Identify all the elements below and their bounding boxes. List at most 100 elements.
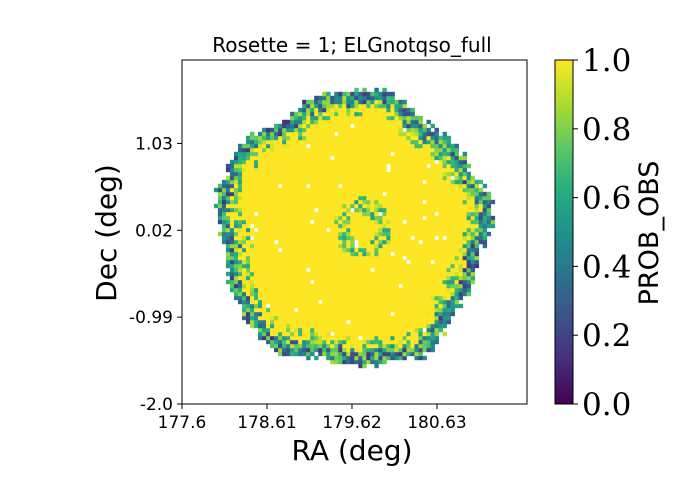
heatmap-cell: [446, 139, 451, 145]
heatmap-cell: [330, 271, 335, 277]
heatmap-cell: [350, 95, 355, 101]
heatmap-cell: [422, 159, 427, 165]
heatmap-cell: [322, 151, 327, 157]
heatmap-cell: [474, 223, 480, 229]
heatmap-cell: [394, 203, 399, 209]
heatmap-cell: [346, 331, 351, 337]
heatmap-cell: [422, 155, 427, 161]
heatmap-cell: [446, 231, 451, 237]
heatmap-cell: [410, 271, 415, 277]
heatmap-cell: [354, 159, 359, 165]
heatmap-cell: [330, 283, 335, 289]
heatmap-cell: [358, 339, 363, 345]
heatmap-cell: [454, 215, 459, 221]
heatmap-cell: [322, 291, 327, 297]
heatmap-cell: [338, 95, 343, 101]
heatmap-cell: [314, 235, 319, 241]
heatmap-cell: [298, 231, 303, 237]
heatmap-cell: [466, 247, 472, 253]
heatmap-cell: [270, 251, 275, 257]
heatmap-cell: [398, 275, 403, 281]
heatmap-cell: [446, 255, 451, 261]
heatmap-cell: [342, 187, 347, 193]
heatmap-cell: [370, 271, 375, 277]
heatmap-cell: [466, 171, 472, 177]
heatmap-cell: [410, 331, 415, 337]
heatmap-cell: [346, 203, 351, 209]
heatmap-cell: [318, 115, 323, 121]
heatmap-cell: [366, 307, 371, 313]
heatmap-cell: [346, 219, 351, 225]
heatmap-cell: [241, 243, 247, 249]
heatmap-cell: [262, 127, 267, 133]
heatmap-cell: [310, 191, 315, 197]
heatmap-cell: [366, 327, 371, 333]
heatmap-cell: [282, 127, 287, 133]
heatmap-cell: [398, 135, 403, 141]
heatmap-cell: [258, 211, 263, 217]
heatmap-cell: [358, 227, 363, 233]
heatmap-cell: [354, 295, 359, 301]
heatmap-cell: [374, 163, 379, 169]
heatmap-cell: [406, 195, 411, 201]
heatmap-cell: [382, 127, 387, 133]
heatmap-cell: [474, 239, 480, 245]
heatmap-cell: [398, 295, 403, 301]
heatmap-cell: [258, 183, 263, 189]
heatmap-cell: [358, 203, 363, 209]
heatmap-cell: [322, 339, 327, 345]
heatmap-cell: [274, 135, 279, 141]
heatmap-cell: [434, 183, 439, 189]
heatmap-cell: [258, 247, 263, 253]
heatmap-cell: [362, 307, 367, 313]
heatmap-cell: [442, 319, 447, 325]
heatmap-cell: [310, 111, 315, 117]
heatmap-cell: [221, 191, 227, 197]
heatmap-cell: [462, 279, 468, 285]
heatmap-cell: [390, 339, 395, 345]
heatmap-cell: [414, 315, 419, 321]
heatmap-cell: [250, 207, 255, 213]
heatmap-cell: [358, 311, 363, 317]
heatmap-cell: [394, 287, 399, 293]
heatmap-cell: [454, 263, 459, 269]
heatmap-cell: [322, 275, 327, 281]
heatmap-cell: [370, 187, 375, 193]
heatmap-cell: [225, 247, 231, 253]
heatmap-cell: [366, 215, 371, 221]
heatmap-cell: [270, 231, 275, 237]
heatmap-cell: [394, 239, 399, 245]
heatmap-cell: [366, 355, 371, 361]
heatmap-cell: [282, 215, 287, 221]
heatmap-cell: [446, 303, 451, 309]
heatmap-cell: [406, 315, 411, 321]
heatmap-cell: [314, 303, 319, 309]
heatmap-cell: [286, 347, 291, 353]
heatmap-cell: [338, 215, 343, 221]
heatmap-cell: [382, 295, 387, 301]
heatmap-cell: [330, 147, 335, 153]
heatmap-cell: [326, 187, 331, 193]
heatmap-cell: [274, 175, 279, 181]
heatmap-cell: [306, 283, 311, 289]
heatmap-cell: [322, 131, 327, 137]
heatmap-cell: [386, 355, 391, 361]
heatmap-cell: [394, 167, 399, 173]
heatmap-cell: [378, 343, 383, 349]
heatmap-cell: [282, 267, 287, 273]
heatmap-cell: [326, 235, 331, 241]
heatmap-cell: [374, 351, 379, 357]
heatmap-cell: [414, 199, 419, 205]
heatmap-cell: [394, 215, 399, 221]
heatmap-cell: [338, 271, 343, 277]
heatmap-cell: [278, 159, 283, 165]
heatmap-cell: [422, 271, 427, 277]
heatmap-cell: [350, 127, 355, 133]
heatmap-cell: [326, 243, 331, 249]
heatmap-cell: [378, 239, 383, 245]
heatmap-cell: [282, 303, 287, 309]
heatmap-cell: [418, 179, 423, 185]
heatmap-cell: [466, 183, 472, 189]
heatmap-cell: [378, 167, 383, 173]
heatmap-cell: [390, 215, 395, 221]
